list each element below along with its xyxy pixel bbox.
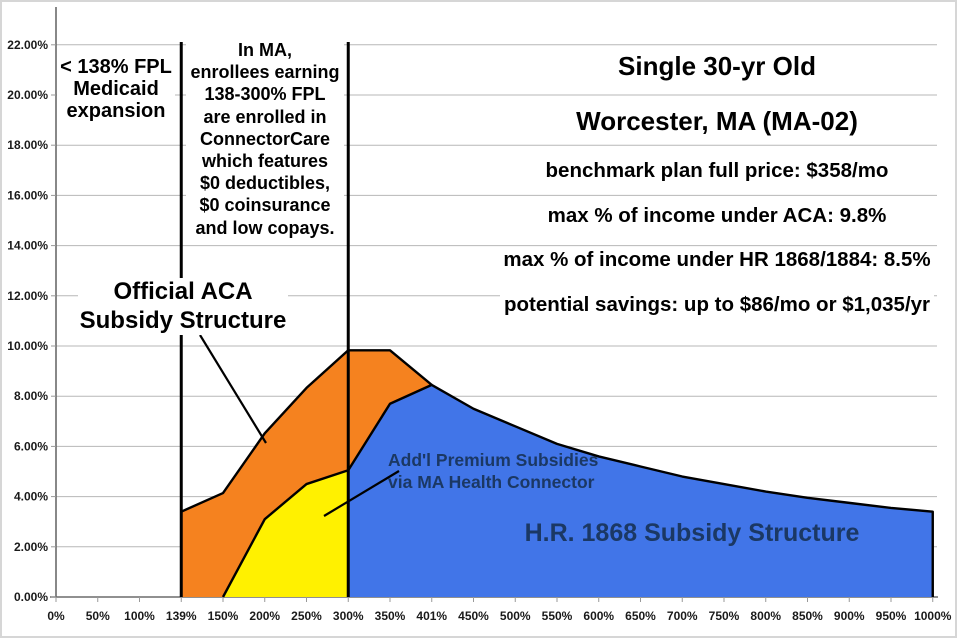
x-tick-label: 800% xyxy=(750,609,781,623)
x-tick-label: 450% xyxy=(458,609,489,623)
y-tick-label: 12.00% xyxy=(7,289,48,303)
x-tick-label: 50% xyxy=(86,609,110,623)
y-tick-label: 20.00% xyxy=(7,88,48,102)
official-aca-series-label: Official ACA Subsidy Structure xyxy=(78,278,288,335)
x-tick-label: 0% xyxy=(47,609,65,623)
series-outline-yellow xyxy=(221,469,349,598)
x-tick-label: 1000% xyxy=(914,609,952,623)
y-tick-label: 14.00% xyxy=(7,239,48,253)
x-tick-label: 200% xyxy=(249,609,280,623)
title-line-3: benchmark plan full price: $358/mo xyxy=(541,159,893,183)
y-tick-label: 22.00% xyxy=(7,38,48,52)
x-tick-label: 750% xyxy=(709,609,740,623)
y-tick-label: 0.00% xyxy=(14,590,48,604)
y-tick-label: 18.00% xyxy=(7,138,48,152)
x-tick-label: 350% xyxy=(375,609,406,623)
series-area-blue xyxy=(348,384,933,597)
title-line-5: max % of income under HR 1868/1884: 8.5% xyxy=(499,249,935,272)
x-tick-label: 100% xyxy=(124,609,155,623)
x-tick-label: 401% xyxy=(416,609,447,623)
aca-callout-line xyxy=(199,334,267,444)
x-tick-label: 900% xyxy=(834,609,865,623)
y-tick-label: 2.00% xyxy=(14,540,48,554)
addl-callout-line xyxy=(323,470,400,517)
series-area-yellow xyxy=(223,470,349,597)
y-tick-label: 4.00% xyxy=(14,490,48,504)
x-tick-label: 250% xyxy=(291,609,322,623)
x-tick-label: 950% xyxy=(876,609,907,623)
x-tick-label: 550% xyxy=(542,609,573,623)
series-outline-blue xyxy=(347,383,934,597)
y-tick-label: 8.00% xyxy=(14,389,48,403)
medicaid-expansion-annotation: < 138% FPL Medicaid expansion xyxy=(57,56,175,122)
x-tick-label: 700% xyxy=(667,609,698,623)
chart-title-block: Single 30-yr Old Worcester, MA (MA-02) b… xyxy=(497,28,937,338)
title-line-6: potential savings: up to $86/mo or $1,03… xyxy=(499,293,935,317)
x-tick-label: 850% xyxy=(792,609,823,623)
series-outline-orange xyxy=(180,349,433,513)
x-tick-label: 139% xyxy=(166,609,197,623)
y-tick-label: 16.00% xyxy=(7,188,48,202)
x-tick-label: 600% xyxy=(583,609,614,623)
title-line-4: max % of income under ACA: 9.8% xyxy=(543,204,891,228)
x-tick-label: 300% xyxy=(333,609,364,623)
addl-premium-subsidies-label: Add'l Premium Subsidies via MA Health Co… xyxy=(388,450,599,492)
hr-1868-series-label: H.R. 1868 Subsidy Structure xyxy=(524,519,860,547)
connectorcare-annotation: In MA, enrollees earning 138-300% FPL ar… xyxy=(186,39,344,239)
title-line-2: Worcester, MA (MA-02) xyxy=(572,105,862,138)
title-line-1: Single 30-yr Old xyxy=(614,50,820,83)
y-tick-label: 6.00% xyxy=(14,439,48,453)
x-tick-label: 500% xyxy=(500,609,531,623)
x-tick-label: 650% xyxy=(625,609,656,623)
x-tick-label: 150% xyxy=(208,609,239,623)
y-tick-label: 10.00% xyxy=(7,339,48,353)
